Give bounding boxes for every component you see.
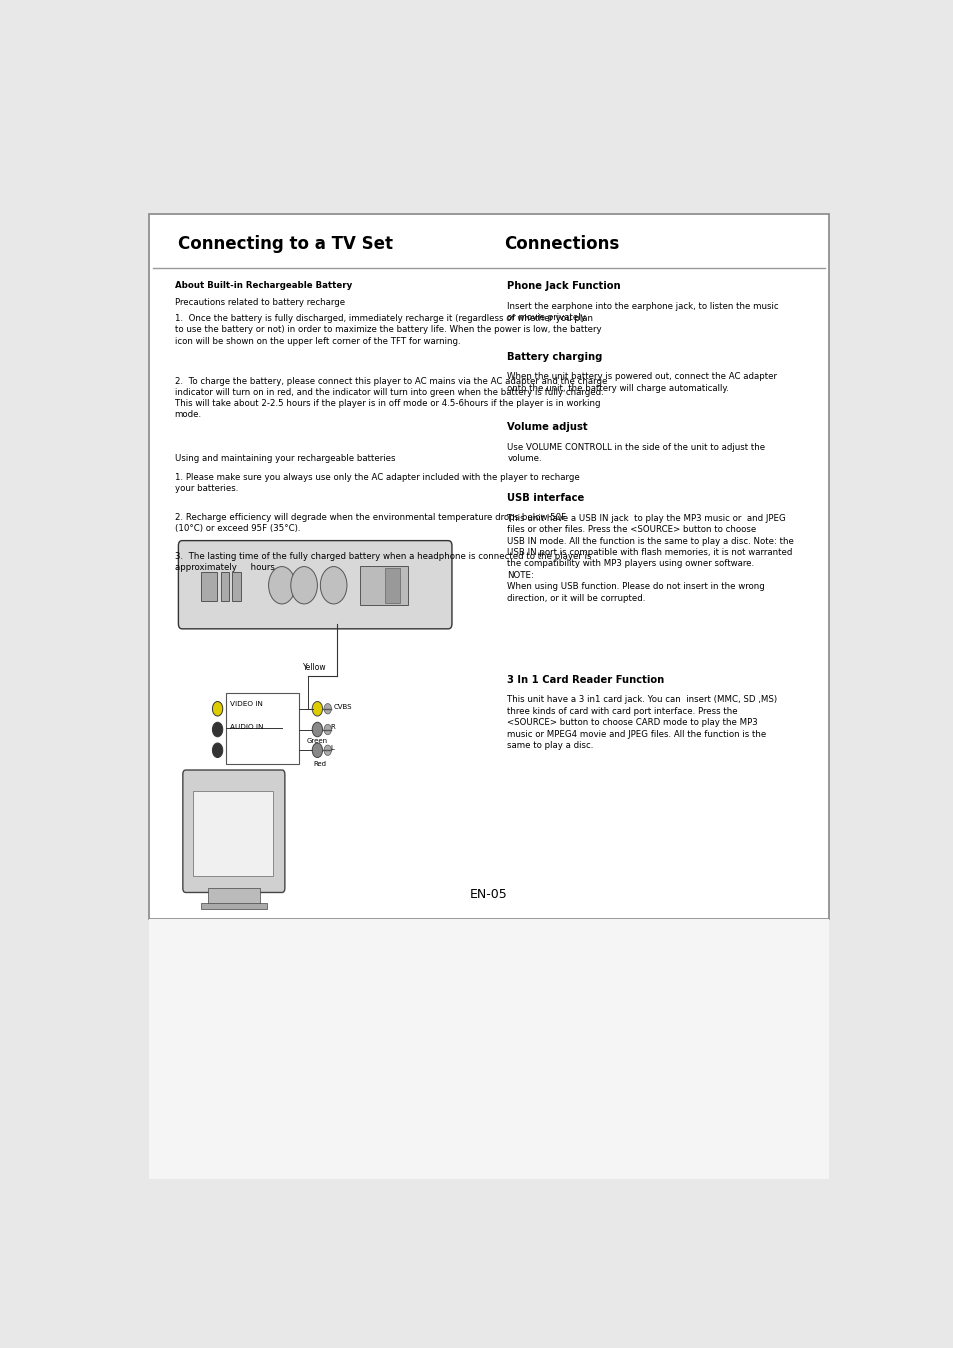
Bar <box>385 568 400 603</box>
Circle shape <box>324 704 331 714</box>
Text: 2.  To charge the battery, please connect this player to AC mains via the AC ada: 2. To charge the battery, please connect… <box>174 376 606 419</box>
Text: AUDIO IN: AUDIO IN <box>230 724 263 731</box>
FancyBboxPatch shape <box>183 770 285 892</box>
Text: VIDEO IN: VIDEO IN <box>230 701 263 708</box>
Text: This unit have a 3 in1 card jack. You can  insert (MMC, SD ,MS)
three kinds of c: This unit have a 3 in1 card jack. You ca… <box>507 696 777 749</box>
Text: Green: Green <box>307 737 328 744</box>
Text: CVBS: CVBS <box>334 704 352 709</box>
Text: When the unit battery is powered out, connect the AC adapter
onto the unit, the : When the unit battery is powered out, co… <box>507 372 777 392</box>
Bar <box>359 566 407 605</box>
Text: Connecting to a TV Set: Connecting to a TV Set <box>178 235 393 253</box>
Text: This unit have a USB IN jack  to play the MP3 music or  and JPEG
files or other : This unit have a USB IN jack to play the… <box>507 514 794 603</box>
Circle shape <box>312 701 322 716</box>
Text: Using and maintaining your rechargeable batteries: Using and maintaining your rechargeable … <box>174 454 395 464</box>
Text: 1. Please make sure you always use only the AC adapter included with the player : 1. Please make sure you always use only … <box>174 473 578 493</box>
Bar <box>193 791 273 876</box>
FancyBboxPatch shape <box>178 541 452 628</box>
Text: Yellow: Yellow <box>303 663 327 673</box>
Text: Connections: Connections <box>503 235 618 253</box>
Text: 1.  Once the battery is fully discharged, immediately recharge it (regardless of: 1. Once the battery is fully discharged,… <box>174 314 600 345</box>
Text: Insert the earphone into the earphone jack, to listen the music
or movie private: Insert the earphone into the earphone ja… <box>507 302 779 322</box>
Circle shape <box>269 566 294 604</box>
Circle shape <box>324 745 331 755</box>
Text: Use VOLUME CONTROLL in the side of the unit to adjust the
volume.: Use VOLUME CONTROLL in the side of the u… <box>507 443 764 464</box>
Text: About Built-in Rechargeable Battery: About Built-in Rechargeable Battery <box>174 282 352 290</box>
Circle shape <box>213 701 222 716</box>
Text: 3.  The lasting time of the fully charged battery when a headphone is connected : 3. The lasting time of the fully charged… <box>174 553 591 572</box>
Text: EN-05: EN-05 <box>470 888 507 902</box>
Text: Phone Jack Function: Phone Jack Function <box>507 282 620 291</box>
Circle shape <box>312 723 322 737</box>
Text: USB interface: USB interface <box>507 493 584 503</box>
Bar <box>200 572 216 601</box>
Circle shape <box>213 743 222 758</box>
FancyBboxPatch shape <box>149 919 828 1180</box>
Text: Red: Red <box>314 760 326 767</box>
Circle shape <box>324 724 331 735</box>
Circle shape <box>312 743 322 758</box>
Circle shape <box>320 566 347 604</box>
Bar <box>208 888 259 907</box>
Bar <box>200 903 267 909</box>
Bar <box>220 572 229 601</box>
Text: Precautions related to battery recharge: Precautions related to battery recharge <box>174 298 344 307</box>
Text: 3 In 1 Card Reader Function: 3 In 1 Card Reader Function <box>507 674 664 685</box>
Circle shape <box>213 723 222 737</box>
Circle shape <box>291 566 317 604</box>
Text: Battery charging: Battery charging <box>507 352 602 361</box>
Text: 2. Recharge efficiency will degrade when the environmental temperature drops bel: 2. Recharge efficiency will degrade when… <box>174 512 565 532</box>
Text: Volume adjust: Volume adjust <box>507 422 587 433</box>
Bar <box>226 693 298 764</box>
Text: L: L <box>331 745 335 751</box>
FancyBboxPatch shape <box>149 213 828 919</box>
Text: R: R <box>331 724 335 731</box>
Bar <box>232 572 240 601</box>
